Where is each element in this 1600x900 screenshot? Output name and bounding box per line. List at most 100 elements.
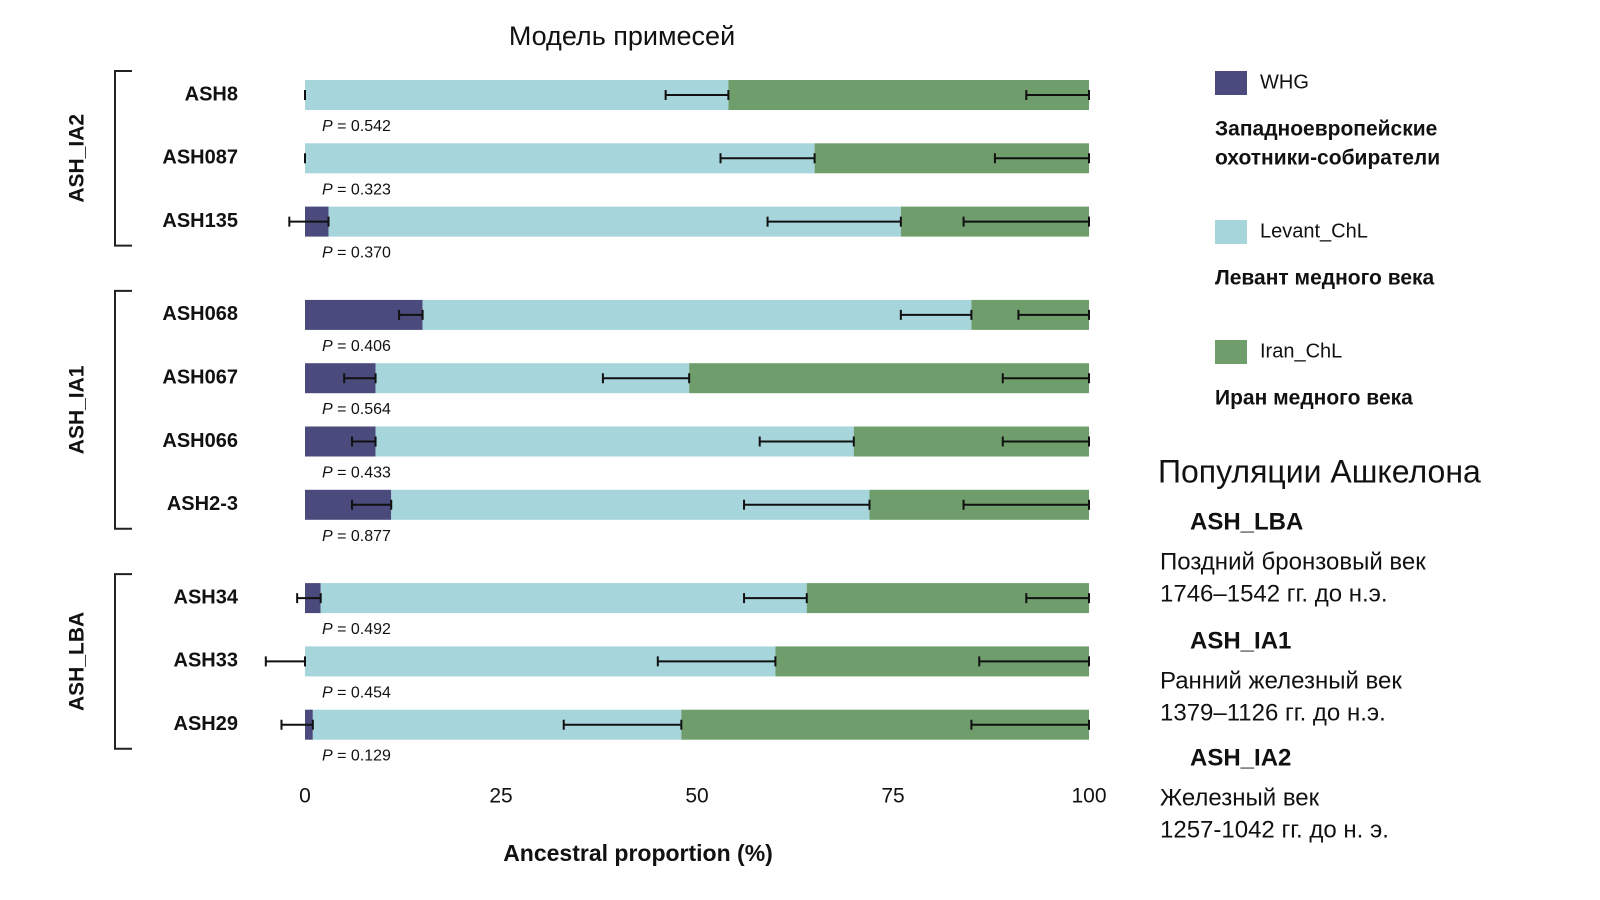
group-label: ASH_LBA [66, 612, 89, 711]
error-bar [351, 436, 377, 447]
group-bracket [114, 70, 132, 247]
y-tick-label: ASH8 [185, 83, 238, 105]
p-value-symbol: P [322, 748, 333, 765]
bar-segment [305, 80, 729, 110]
error-bar [743, 593, 808, 604]
x-axis-label: Ancestral proportion (%) [503, 840, 773, 866]
error-bar [1001, 373, 1090, 384]
y-tick-label: ASH135 [162, 210, 238, 232]
error-bar [562, 719, 683, 730]
error-bar [970, 719, 1090, 730]
population-name: ASH_LBA [1190, 508, 1303, 535]
legend-swatch [1215, 340, 1247, 364]
y-tick-label: ASH066 [162, 430, 238, 452]
group-bracket [114, 573, 132, 750]
error-bar [351, 499, 393, 510]
population-description: Поздний бронзовый век [1160, 548, 1426, 575]
p-value-symbol: P [322, 182, 333, 199]
legend-description: охотники-собиратели [1215, 147, 1440, 170]
p-value-number: = 0.433 [333, 465, 391, 482]
error-bar [899, 309, 973, 320]
x-tick-label: 75 [881, 785, 904, 808]
p-value-number: = 0.370 [333, 245, 391, 262]
error-bar [343, 373, 377, 384]
legend-label: Levant_ChL [1260, 220, 1368, 242]
group-label: ASH_IA1 [66, 365, 89, 454]
p-value-number: = 0.542 [333, 118, 391, 135]
legend-swatch [1215, 71, 1247, 95]
p-value-symbol: P [322, 245, 333, 262]
population-description: 1746–1542 гг. до н.э. [1160, 580, 1388, 607]
error-bar [962, 499, 1090, 510]
error-bar [719, 153, 816, 164]
error-bar [296, 593, 322, 604]
p-value-symbol: P [322, 621, 333, 638]
p-value-symbol: P [322, 118, 333, 135]
p-value: P = 0.129 [322, 748, 391, 765]
p-value: P = 0.877 [322, 528, 391, 545]
bar-segment [422, 299, 972, 330]
error-bar [656, 656, 777, 667]
error-bar [1017, 309, 1090, 320]
p-value: P = 0.323 [322, 182, 391, 199]
x-tick-label: 0 [299, 785, 311, 808]
populations-title: Популяции Ашкелона [1158, 453, 1481, 489]
error-bar [962, 216, 1090, 227]
p-value: P = 0.542 [322, 118, 391, 135]
p-value: P = 0.564 [322, 401, 391, 418]
population-name: ASH_IA1 [1190, 627, 1291, 654]
bar-segment [320, 583, 807, 614]
error-bar [1025, 593, 1090, 604]
population-name: ASH_IA2 [1190, 744, 1291, 771]
error-bar [264, 656, 306, 667]
error-bar [1025, 90, 1090, 100]
p-value-number: = 0.492 [333, 621, 391, 638]
legend-description: Иран медного века [1215, 387, 1413, 410]
population-description: Ранний железный век [1160, 667, 1402, 694]
p-value-number: = 0.454 [333, 685, 391, 702]
p-value-number: = 0.564 [333, 401, 391, 418]
p-value-number: = 0.323 [333, 182, 391, 199]
p-value-symbol: P [322, 338, 333, 355]
legend-label: WHG [1260, 71, 1309, 93]
error-bar [1001, 436, 1090, 447]
p-value-symbol: P [322, 685, 333, 702]
population-description: Железный век [1160, 784, 1320, 811]
y-tick-label: ASH087 [162, 147, 238, 169]
p-value: P = 0.492 [322, 621, 391, 638]
group-label: ASH_IA2 [66, 114, 89, 203]
error-bar [743, 499, 871, 510]
p-value-number: = 0.129 [333, 748, 391, 765]
population-description: 1379–1126 гг. до н.э. [1160, 699, 1386, 726]
p-value-symbol: P [322, 528, 333, 545]
x-tick-label: 25 [489, 785, 512, 808]
x-tick-label: 50 [685, 785, 708, 808]
error-bar [993, 153, 1090, 164]
error-bar [398, 309, 424, 320]
y-tick-label: ASH2-3 [167, 493, 238, 515]
p-value: P = 0.433 [322, 465, 391, 482]
p-value: P = 0.454 [322, 685, 391, 702]
chart-title: Модель примесей [509, 21, 735, 51]
p-value-number: = 0.406 [333, 338, 391, 355]
error-bar [601, 373, 691, 384]
legend-description: Левант медного века [1215, 267, 1435, 290]
x-tick-label: 100 [1071, 785, 1106, 808]
legend-label: Iran_ChL [1260, 340, 1342, 362]
y-tick-label: ASH067 [162, 366, 238, 388]
p-value-number: = 0.877 [333, 528, 391, 545]
y-tick-label: ASH29 [174, 713, 238, 735]
error-bar [758, 436, 855, 447]
p-value: P = 0.370 [322, 245, 391, 262]
p-value: P = 0.406 [322, 338, 391, 355]
error-bar [978, 656, 1090, 667]
p-value-symbol: P [322, 465, 333, 482]
p-value-symbol: P [322, 401, 333, 418]
legend-description: Западноевропейские [1215, 118, 1437, 141]
y-tick-label: ASH34 [174, 586, 239, 608]
y-tick-label: ASH068 [162, 303, 238, 325]
error-bar [664, 90, 730, 100]
error-bar [288, 216, 330, 227]
